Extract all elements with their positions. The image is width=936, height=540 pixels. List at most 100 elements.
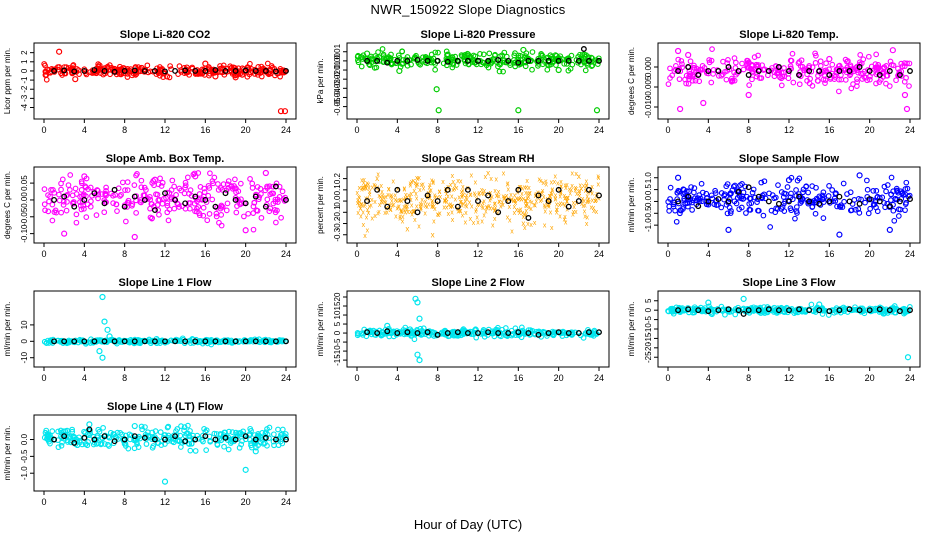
cloud-point — [667, 65, 673, 72]
cloud-point — [247, 175, 253, 182]
cloud-point — [529, 66, 535, 73]
cloud-mark: x — [508, 217, 512, 224]
data-point — [396, 67, 403, 75]
cloud-mark: x — [459, 208, 463, 215]
cloud-point — [41, 201, 48, 208]
panel-10: Slope Line 4 (LT) Flow ml/min per min. 0 4 8… — [3, 401, 297, 507]
cloud-mark: x — [543, 202, 547, 209]
cloud-point — [49, 201, 56, 208]
x-tick-label: 0 — [41, 497, 46, 507]
cloud-mark: x — [363, 202, 367, 209]
cloud-mark: x — [504, 194, 508, 201]
cloud-mark: x — [539, 198, 543, 205]
cloud-mark: x — [442, 205, 446, 212]
cloud-mark: x — [410, 211, 414, 218]
x-tick-label: 4 — [395, 249, 400, 259]
cloud-mark: x — [373, 213, 377, 220]
data-point — [81, 173, 88, 180]
cloud-point — [420, 331, 426, 338]
cloud-mark: x — [519, 195, 523, 202]
data-point — [72, 76, 79, 83]
cloud-mark: x — [406, 203, 410, 210]
cloud-mark: x — [503, 195, 507, 202]
cloud-mark: x — [490, 194, 494, 201]
hourly-mean-point — [475, 330, 481, 337]
x-tick-label: 20 — [241, 125, 251, 135]
cloud-mark: x — [592, 205, 596, 212]
hourly-mean-point — [515, 329, 522, 336]
cloud-mark: x — [541, 188, 545, 195]
cloud-mark: x — [453, 182, 457, 189]
hourly-mean-point — [162, 190, 168, 197]
hourly-mean-point — [434, 331, 441, 338]
cloud-mark: x — [565, 198, 569, 205]
cloud-point — [864, 186, 871, 193]
cloud-point — [246, 338, 253, 345]
cloud-point — [796, 175, 803, 182]
cloud-point — [890, 207, 897, 214]
cloud-mark: x — [481, 200, 485, 207]
cloud-mark: x — [596, 173, 600, 180]
hourly-mean-point — [91, 190, 98, 197]
cloud-mark: x — [459, 199, 463, 206]
cloud-point — [842, 77, 849, 83]
cloud-mark: x — [383, 210, 387, 217]
cloud-mark: x — [424, 199, 428, 206]
cloud-point — [249, 185, 256, 191]
hourly-mean-point — [896, 198, 903, 205]
panel-8: Slope Line 2 Flow ml/min per min. 0 4 8 12 16 2… — [316, 277, 610, 383]
cloud-mark: x — [528, 199, 532, 206]
cloud-mark: x — [549, 210, 553, 217]
cloud-mark: x — [494, 205, 498, 212]
cloud-mark: x — [370, 215, 374, 222]
y-tick-label: -10 — [20, 351, 29, 363]
cloud-point — [138, 184, 145, 191]
data-point — [745, 91, 752, 99]
hourly-mean-point — [816, 200, 823, 207]
cloud-point — [93, 212, 100, 218]
cloud-point — [881, 65, 887, 72]
cloud-point — [501, 49, 508, 56]
cloud-mark: x — [362, 222, 366, 229]
cloud-mark: x — [460, 189, 464, 196]
panel-title: Slope Line 3 Flow — [743, 277, 836, 289]
data-point — [515, 107, 522, 114]
y-tick-label: -25 — [644, 351, 653, 363]
hourly-mean-point — [464, 330, 471, 337]
cloud-mark: x — [518, 196, 522, 203]
hourly-mean-point — [555, 57, 562, 64]
cloud-mark: x — [516, 196, 520, 203]
hourly-mean-point — [172, 196, 179, 203]
cloud-point — [734, 195, 741, 201]
y-tick-label: -1 — [20, 76, 29, 84]
hourly-mean-point — [545, 198, 552, 205]
cloud-mark: x — [550, 187, 554, 194]
y-tick-label: -0.02 — [333, 70, 342, 89]
cloud-point — [760, 212, 767, 219]
data-cloud — [41, 170, 289, 233]
cloud-point — [101, 209, 108, 216]
cloud-point — [829, 187, 836, 193]
hourly-mean-point — [444, 186, 451, 193]
cloud-mark: x — [443, 198, 447, 205]
cloud-point — [772, 63, 779, 69]
cloud-mark: x — [559, 189, 563, 196]
cloud-mark: x — [430, 204, 434, 211]
cloud-mark: x — [525, 203, 529, 210]
cloud-mark: x — [389, 207, 393, 214]
cloud-mark: x — [488, 198, 492, 205]
cloud-mark: x — [449, 182, 453, 189]
cloud-mark: x — [587, 196, 591, 203]
y-tick-label: -1.0 — [20, 466, 29, 480]
cloud-mark: x — [484, 174, 488, 181]
cloud-point — [670, 201, 677, 208]
hourly-mean-point — [485, 57, 492, 64]
cloud-mark: x — [463, 198, 467, 205]
cloud-point — [903, 74, 909, 81]
cloud-mark: x — [461, 201, 465, 208]
cloud-point — [102, 65, 108, 72]
cloud-point — [553, 62, 559, 68]
cloud-point — [697, 66, 704, 73]
cloud-point — [796, 81, 803, 88]
cloud-mark: x — [512, 198, 516, 205]
